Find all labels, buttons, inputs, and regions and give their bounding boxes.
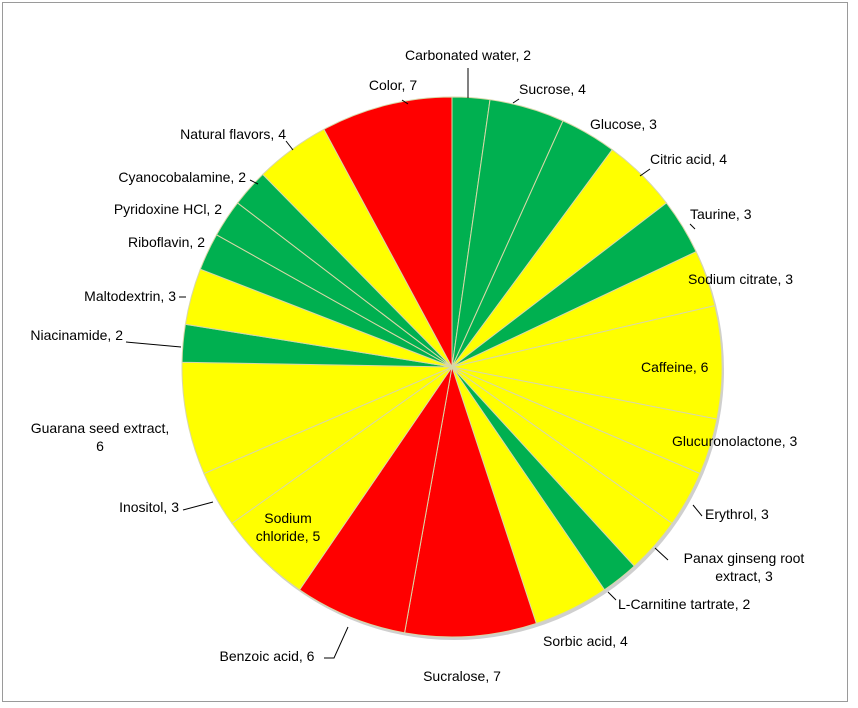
- leader-line: [125, 341, 182, 348]
- slice-label: Niacinamide, 2: [30, 327, 123, 343]
- leader-line: [182, 501, 214, 511]
- slice-label: Sodium citrate, 3: [688, 271, 793, 287]
- leader-line: [512, 98, 520, 104]
- pie-slice: [451, 304, 723, 420]
- leader-line: [689, 223, 696, 230]
- slice-label: Sodium chloride, 5: [256, 510, 321, 544]
- pie-slice: [181, 361, 453, 475]
- slice-label: Maltodextrin, 3: [84, 288, 176, 304]
- leader-line: [285, 140, 294, 151]
- pie-slice: [298, 366, 453, 634]
- leader-line: [249, 179, 259, 185]
- leader-line: [654, 547, 669, 561]
- pie-slice: [404, 366, 537, 638]
- slice-label: Sucrose, 4: [519, 81, 586, 97]
- leader-line: [639, 168, 651, 177]
- slice-label: Taurine, 3: [690, 206, 752, 222]
- slice-label: Cyanocobalamine, 2: [118, 169, 246, 185]
- leader-line: [607, 591, 617, 601]
- slice-label: Citric acid, 4: [650, 151, 727, 167]
- slice-label: Riboflavin, 2: [128, 234, 205, 250]
- slice-label: Erythrol, 3: [705, 506, 769, 522]
- leader-line: [324, 626, 349, 659]
- slice-label: Panax ginseng root extract, 3: [684, 550, 805, 584]
- slice-label: Natural flavors, 4: [180, 126, 286, 142]
- slice-label: Sorbic acid, 4: [543, 633, 628, 649]
- slice-label: Carbonated water, 2: [405, 47, 531, 63]
- slice-label: Guarana seed extract, 6: [31, 420, 170, 454]
- slice-label: Caffeine, 6: [641, 359, 709, 375]
- slice-label: Color, 7: [369, 77, 417, 93]
- slice-label: Inositol, 3: [119, 499, 179, 515]
- pie-slice: [323, 96, 453, 368]
- slice-label: Glucose, 3: [590, 116, 657, 132]
- slice-label: L-Carnitine tartrate, 2: [618, 596, 750, 612]
- leader-line: [692, 504, 703, 517]
- leader-line: [401, 99, 409, 105]
- slice-label: Glucuronolactone, 3: [672, 433, 798, 449]
- slice-label: Sucralose, 7: [423, 668, 501, 684]
- slice-label: Pyridoxine HCl, 2: [114, 201, 222, 217]
- slice-label: Benzoic acid, 6: [220, 648, 315, 664]
